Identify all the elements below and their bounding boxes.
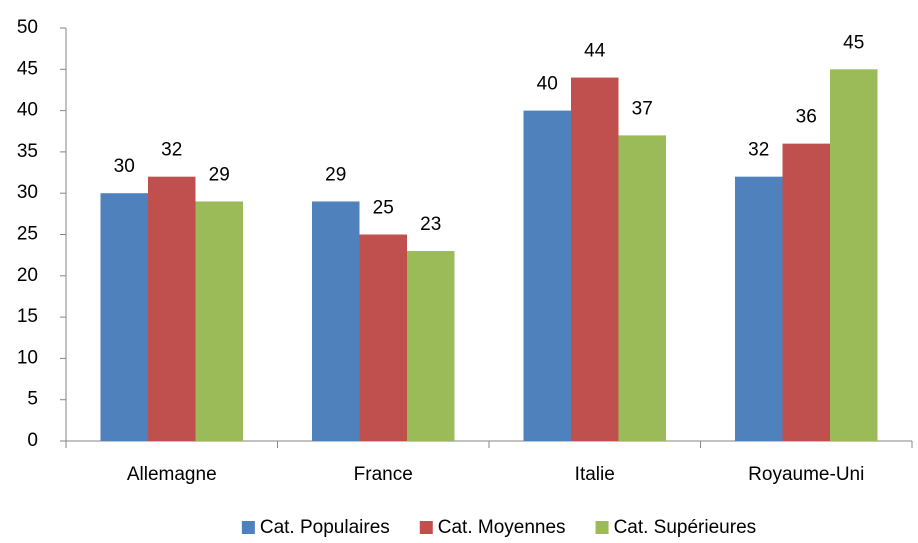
bar	[571, 77, 619, 441]
data-label: 23	[420, 214, 441, 235]
bar	[312, 201, 360, 441]
y-tick-label: 20	[17, 265, 38, 286]
y-tick-label: 45	[17, 58, 38, 79]
data-label: 36	[796, 107, 817, 128]
data-label: 30	[114, 156, 135, 177]
legend-label: Cat. Moyennes	[438, 517, 566, 538]
y-tick-label: 50	[17, 17, 38, 38]
y-tick-label: 10	[17, 347, 38, 368]
data-label: 29	[209, 164, 230, 185]
bar	[618, 135, 666, 441]
data-label: 37	[632, 98, 653, 119]
data-label: 25	[373, 198, 394, 219]
bar	[735, 176, 783, 441]
y-tick-label: 40	[17, 100, 38, 121]
y-tick-label: 25	[17, 224, 38, 245]
legend-label: Cat. Supérieures	[614, 517, 757, 538]
y-tick-label: 35	[17, 141, 38, 162]
y-tick-label: 15	[17, 306, 38, 327]
y-tick-label: 0	[27, 430, 38, 451]
legend-label: Cat. Populaires	[260, 517, 390, 538]
x-tick-label: France	[354, 464, 413, 485]
bar	[782, 143, 830, 441]
x-tick-label: Royaume-Uni	[748, 464, 864, 485]
data-label: 45	[843, 32, 864, 53]
legend-swatch	[419, 521, 433, 534]
data-label: 29	[325, 164, 346, 185]
bar	[523, 110, 571, 441]
y-tick-label: 30	[17, 182, 38, 203]
bar	[359, 234, 407, 441]
bar	[148, 176, 196, 441]
data-label: 40	[537, 74, 558, 95]
bar	[830, 69, 878, 442]
x-tick-label: Italie	[575, 464, 615, 485]
legend-swatch	[595, 521, 609, 534]
data-label: 32	[748, 140, 769, 161]
data-label: 44	[584, 41, 606, 62]
bar	[100, 193, 148, 441]
y-tick-label: 5	[27, 389, 38, 410]
legend-swatch	[241, 521, 255, 534]
x-tick-label: Allemagne	[127, 464, 217, 485]
data-label: 32	[161, 140, 182, 161]
bar	[195, 201, 243, 441]
bar	[407, 251, 455, 441]
